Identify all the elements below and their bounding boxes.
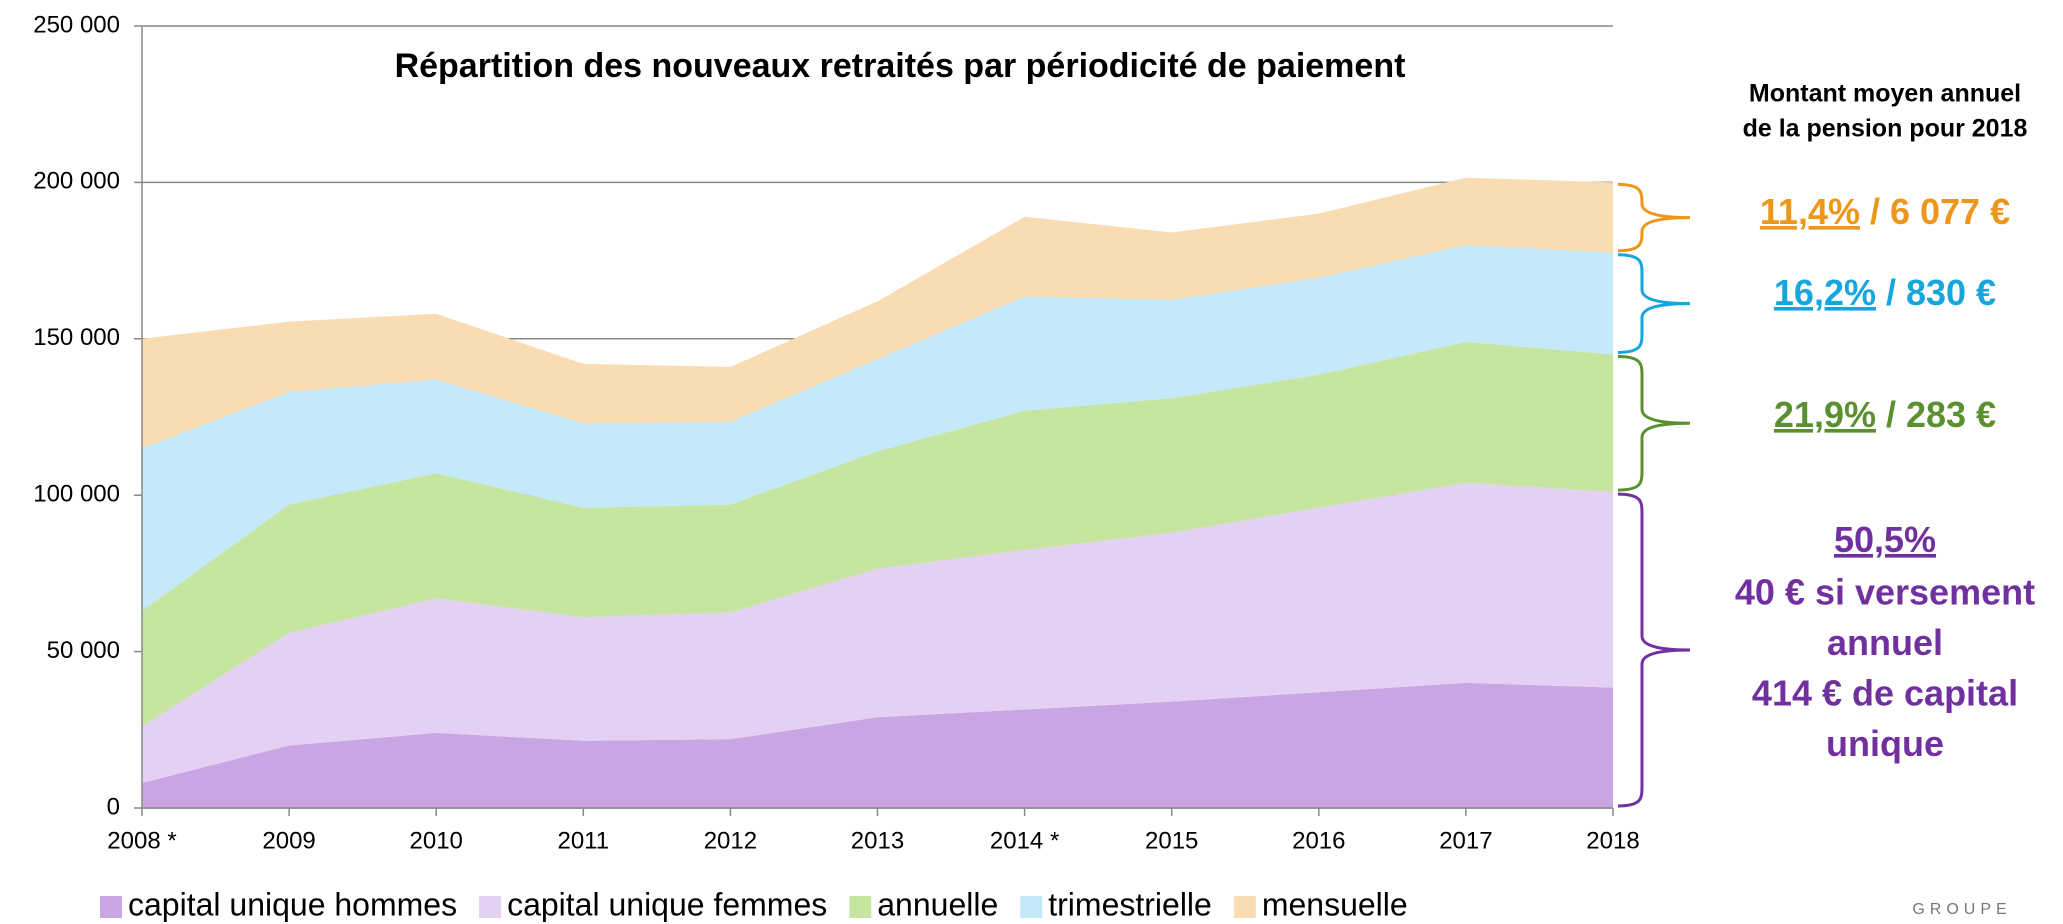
annotation-text: / 830 €	[1876, 272, 1996, 313]
annotation-line: annuel	[1827, 622, 1943, 663]
area	[142, 177, 1613, 449]
y-tick-label: 0	[107, 793, 120, 820]
legend-label: capital unique femmes	[507, 886, 827, 922]
legend-label: mensuelle	[1262, 886, 1408, 922]
annotation-text: / 283 €	[1876, 394, 1996, 435]
brace	[1617, 253, 1691, 354]
area	[142, 244, 1613, 611]
x-tick-label: 2017	[1439, 827, 1492, 854]
annotation: 16,2% / 830 €	[1774, 272, 1996, 313]
y-tick-label: 100 000	[33, 481, 120, 508]
area	[142, 482, 1613, 783]
y-tick-label: 50 000	[47, 637, 120, 664]
side-title: Montant moyen annuel	[1749, 80, 2021, 108]
x-tick-label: 2015	[1145, 827, 1198, 854]
x-tick-label: 2008 *	[107, 827, 176, 854]
legend-label: annuelle	[877, 886, 998, 922]
annotation: 21,9% / 283 €	[1774, 394, 1996, 435]
area	[142, 682, 1613, 808]
x-tick-label: 2009	[262, 827, 315, 854]
annotation-line: 414 € de capital	[1752, 673, 2018, 714]
legend-swatch	[100, 896, 122, 918]
legend-swatch	[849, 896, 872, 918]
annotation-text: / 6 077 €	[1860, 191, 2010, 232]
brace	[1617, 182, 1691, 253]
annotation-line: 40 € si versement	[1735, 572, 2035, 613]
legend-swatch	[479, 896, 502, 918]
x-tick-label: 2011	[557, 827, 609, 854]
legend-label: capital unique hommes	[128, 886, 457, 922]
y-tick-label: 150 000	[33, 324, 120, 351]
x-tick-label: 2010	[410, 827, 463, 854]
annotation: 11,4% / 6 077 €	[1760, 191, 2010, 232]
x-tick-label: 2016	[1292, 827, 1345, 854]
footer: GROUPE	[1912, 901, 2011, 918]
area	[142, 341, 1613, 727]
annotation-line: unique	[1826, 723, 1944, 764]
y-tick-label: 200 000	[33, 168, 120, 195]
legend-swatch	[1020, 896, 1043, 918]
chart-title: Répartition des nouveaux retraités par p…	[395, 47, 1406, 85]
x-tick-label: 2012	[704, 827, 757, 854]
x-tick-label: 2014 *	[990, 827, 1059, 854]
y-tick-label: 250 000	[33, 11, 120, 38]
x-tick-label: 2013	[851, 827, 904, 854]
annotation-pct: 21,9%	[1774, 394, 1876, 435]
legend-swatch	[1233, 896, 1256, 918]
brace	[1617, 492, 1691, 808]
x-tick-label: 2018	[1586, 827, 1639, 854]
brace	[1617, 354, 1691, 492]
annotation-pct: 11,4%	[1760, 191, 1860, 232]
side-title: de la pension pour 2018	[1743, 115, 2028, 143]
annotation: 50,5%	[1834, 519, 1936, 560]
annotation-pct: 16,2%	[1774, 272, 1876, 313]
legend-label: trimestrielle	[1048, 886, 1212, 922]
annotation-pct: 50,5%	[1834, 519, 1936, 560]
